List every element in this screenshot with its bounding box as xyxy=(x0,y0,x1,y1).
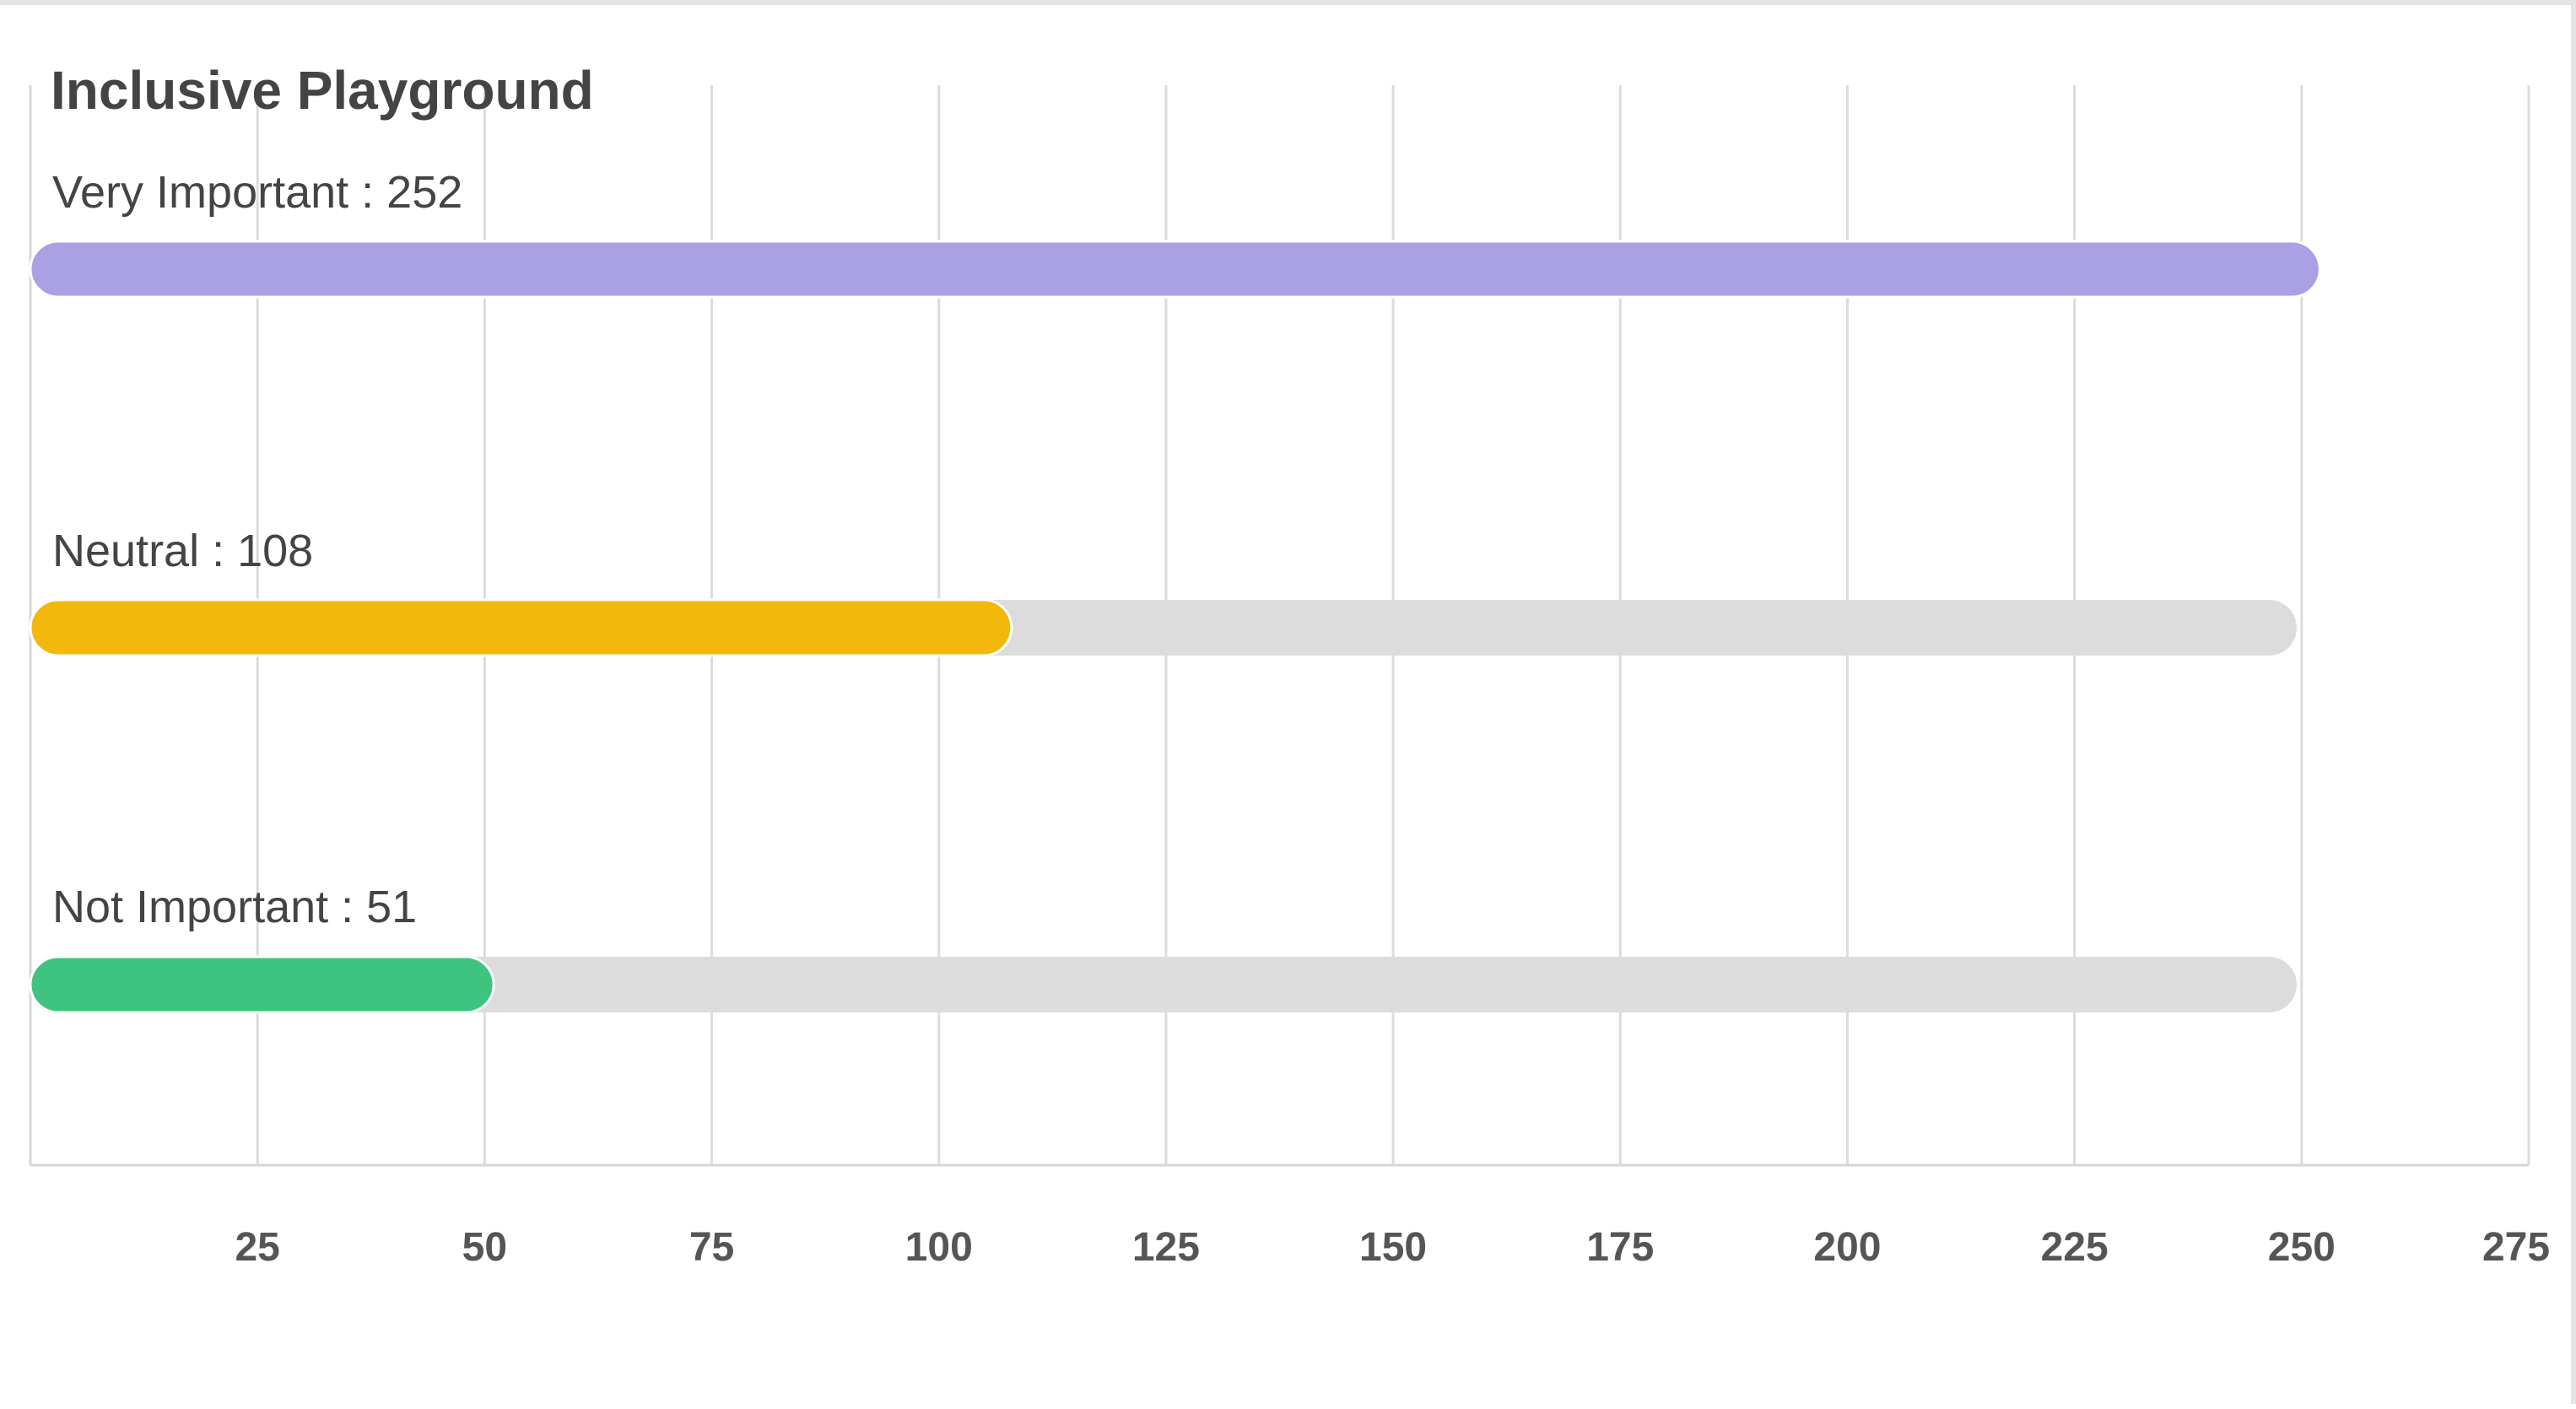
bar-chart: Very Important : 252 Neutral : 108 Not Imp… xyxy=(29,60,2550,1270)
bar-very-important xyxy=(29,240,2321,299)
bar-label-very-important: Very Important : 252 xyxy=(52,167,462,218)
x-tick-label: 275 xyxy=(2482,1225,2550,1270)
x-axis-ticks: 25 50 75 100 125 150 175 200 225 250 275 xyxy=(235,1225,2550,1270)
x-tick-label: 150 xyxy=(1359,1225,1427,1270)
x-tick-label: 125 xyxy=(1132,1225,1200,1270)
bar-label-not-important: Not Important : 51 xyxy=(52,882,417,932)
label-layer: Very Important : 252 Neutral : 108 Not Imp… xyxy=(52,167,462,932)
bar-track xyxy=(30,957,2297,1012)
bar-neutral xyxy=(29,598,1013,657)
x-tick-label: 25 xyxy=(235,1225,279,1270)
x-tick-label: 175 xyxy=(1586,1225,1654,1270)
x-tick-label: 225 xyxy=(2041,1225,2109,1270)
x-tick-label: 50 xyxy=(462,1225,507,1270)
x-tick-label: 100 xyxy=(905,1225,973,1270)
x-tick-label: 75 xyxy=(689,1225,734,1270)
x-tick-label: 250 xyxy=(2268,1225,2336,1270)
bar-not-important xyxy=(29,955,495,1014)
x-tick-label: 200 xyxy=(1813,1225,1881,1270)
chart-title: Inclusive Playground xyxy=(51,60,594,121)
bar-layer xyxy=(29,240,2321,1014)
bar-label-neutral: Neutral : 108 xyxy=(52,526,313,576)
